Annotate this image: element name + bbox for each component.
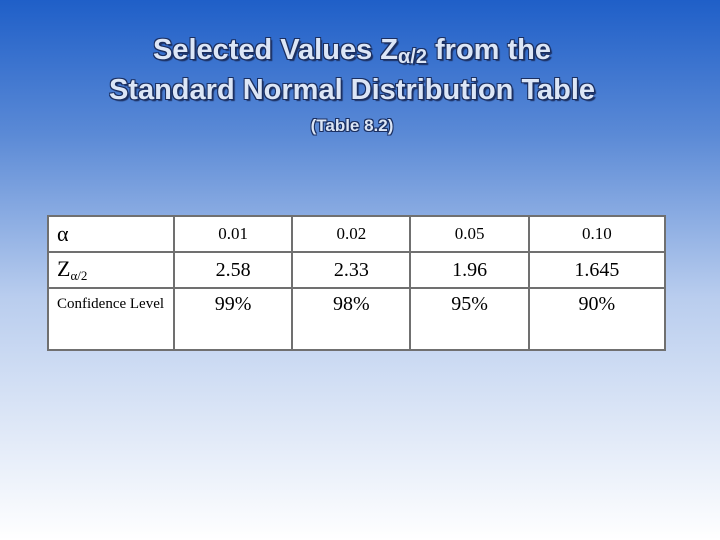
title-text: Selected Values Z bbox=[152, 34, 398, 66]
row-header-text: α bbox=[57, 221, 69, 246]
title-subscript: α/2 bbox=[397, 46, 427, 68]
title-line: Standard Normal Distribution Table bbox=[108, 74, 596, 106]
row-header: Zα/2 bbox=[47, 251, 175, 289]
table-cell: 1.96 bbox=[409, 251, 530, 289]
table-cell: 98% bbox=[291, 287, 412, 351]
table-cell: 2.33 bbox=[291, 251, 412, 289]
table-cell: 2.58 bbox=[172, 251, 294, 289]
table-cell: 99% bbox=[172, 287, 294, 351]
row-header: Confidence Level bbox=[47, 287, 175, 351]
row-header-text: Confidence Level bbox=[57, 296, 165, 312]
table: α 0.01 0.02 0.05 0.10 Zα/2 2.58 2.33 1.96 1.645 Co… bbox=[47, 215, 667, 351]
row-header: α bbox=[47, 215, 175, 253]
row-header-subscript: α/2 bbox=[70, 268, 88, 283]
table-cell: 0.10 bbox=[527, 215, 667, 253]
table-row: Zα/2 2.58 2.33 1.96 1.645 bbox=[47, 251, 667, 289]
table-row: Confidence Level 99% 98% 95% 90% bbox=[47, 287, 667, 351]
table-row: α 0.01 0.02 0.05 0.10 bbox=[47, 215, 667, 253]
table-cell: 0.05 bbox=[409, 215, 530, 253]
title-text: from the bbox=[426, 34, 552, 66]
table-cell: 1.645 bbox=[527, 251, 667, 289]
table-cell: 0.02 bbox=[291, 215, 412, 253]
title-line: Selected Values Zα/2 from the bbox=[0, 34, 704, 69]
table-cell: 0.01 bbox=[172, 215, 294, 253]
subtitle: (Table 8.2) bbox=[310, 116, 394, 135]
table-cell: 90% bbox=[527, 287, 667, 351]
table-cell: 95% bbox=[409, 287, 530, 351]
row-header-text: Z bbox=[57, 256, 71, 281]
